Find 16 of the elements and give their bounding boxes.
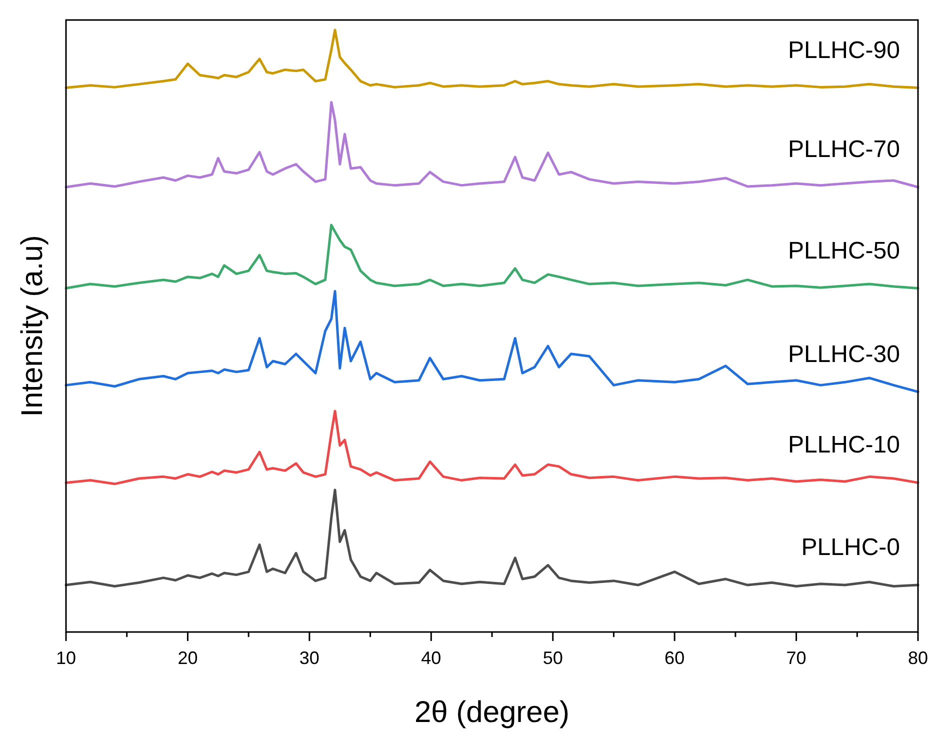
x-axis-title: 2θ (degree) [414,696,570,729]
x-tick-label: 70 [786,648,806,668]
x-tick-label: 60 [664,648,685,668]
y-axis-title: Intensity (a.u) [16,235,49,417]
x-tick-label: 40 [421,648,442,668]
series-label: PLLHC-30 [788,340,900,368]
x-tick-label: 50 [542,648,563,668]
x-tick-label: 80 [908,648,928,668]
x-tick-label: 20 [178,648,198,668]
series-label: PLLHC-50 [788,237,900,264]
series-label: PLLHC-70 [788,136,900,164]
x-tick-label: 10 [56,648,76,668]
series-label: PLLHC-10 [788,432,900,459]
series-label: PLLHC-90 [788,36,900,64]
x-tick-label: 30 [299,648,320,668]
series-label: PLLHC-0 [801,534,900,562]
